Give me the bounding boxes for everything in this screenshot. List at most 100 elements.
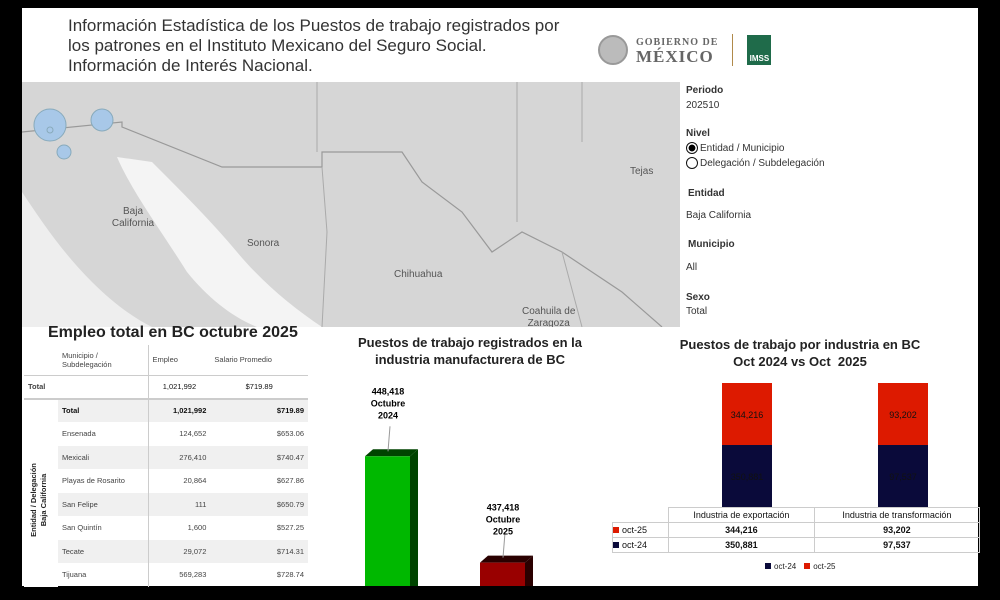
periodo-label: Periodo <box>686 85 724 96</box>
row-group: Entidad / Delegación Baja California <box>24 398 58 587</box>
legend-label: oct-25 <box>813 562 836 571</box>
seal-icon <box>598 35 628 65</box>
map-label: Tejas <box>630 166 654 177</box>
radio-selected-icon[interactable] <box>686 142 698 154</box>
legend-item: oct-25 <box>804 562 835 571</box>
manufacturing-chart-title: Puestos de trabajo registrados en la ind… <box>358 335 582 367</box>
industry-legend: oct-24 oct-25 <box>765 562 835 571</box>
stacked-bar-segment <box>878 383 928 445</box>
row-empleo: 569,283 <box>179 570 207 580</box>
table-cell: 97,537 <box>813 537 981 553</box>
row-name: San Quintín <box>58 516 149 540</box>
table-cell: 93,202 <box>813 522 981 538</box>
bubble-rosarito[interactable] <box>46 126 54 134</box>
data-label: Octubre <box>486 515 521 525</box>
row-empleo: 1,021,992 <box>173 406 207 416</box>
manufacturing-chart: 448,418 Octubre 2024 437,418 Octubre 2025 <box>365 386 533 586</box>
row-salario: $653.06 <box>276 429 304 439</box>
bar-side <box>410 449 418 586</box>
row-salario: $527.25 <box>276 523 304 533</box>
row-empleo: 29,072 <box>183 546 207 556</box>
sexo-label: Sexo <box>686 292 710 303</box>
data-label: 448,418 <box>372 386 405 396</box>
legend-swatch <box>613 527 619 533</box>
row-salario: $740.47 <box>276 452 304 462</box>
map-shapes <box>22 82 663 327</box>
periodo-filter[interactable]: 202510 <box>686 100 720 111</box>
segment-label: 97,537 <box>889 472 917 482</box>
leader-line <box>387 426 391 452</box>
row-empleo: 20,864 <box>183 476 207 486</box>
employment-table-title: Empleo total en BC octubre 2025 <box>48 324 298 341</box>
row-empleo: 276,410 <box>179 452 207 462</box>
option-label: Entidad / Municipio <box>700 142 785 154</box>
row-salario: $650.79 <box>276 499 304 509</box>
bubble-mexicali[interactable] <box>90 108 114 132</box>
bar-top <box>365 449 418 457</box>
series-label: oct-24 <box>622 540 648 550</box>
column-header: Salario Promedio <box>214 355 272 365</box>
grand-total-label: Total <box>24 375 149 399</box>
bubble-ensenada[interactable] <box>56 144 72 160</box>
bar-top <box>480 555 533 563</box>
legend-label: oct-24 <box>774 562 797 571</box>
logo-text: GOBIERNO DE <box>636 37 719 48</box>
bar <box>480 562 525 586</box>
table-row: Tecate 29,072 $714.31 <box>24 539 308 563</box>
municipio-filter[interactable]: All <box>686 262 698 273</box>
segment-label: 344,216 <box>731 410 764 420</box>
map[interactable]: Baja California Sonora Chihuahua Tejas C… <box>22 82 680 327</box>
data-label: 2025 <box>493 527 513 537</box>
table-row: Tijuana 569,283 $728.74 <box>24 563 308 587</box>
border-line <box>22 121 663 327</box>
nivel-label: Nivel <box>686 128 710 139</box>
table-row: Ensenada 124,652 $653.06 <box>24 422 308 446</box>
sexo-filter[interactable]: Total <box>686 306 708 317</box>
segment-label: 93,202 <box>889 410 917 420</box>
table-row: Entidad / Delegación Baja California Total… <box>24 398 308 587</box>
row-name: Playas de Rosarito <box>58 469 149 493</box>
table-cell: 350,881 <box>668 537 815 553</box>
row-salario: $728.74 <box>276 570 304 580</box>
table-row: San Quintín 1,600 $527.25 <box>24 516 308 540</box>
row-name: Total <box>58 398 149 422</box>
data-label: Octubre <box>371 398 406 408</box>
employment-table: Municipio / Subdelegación Empleo Salario… <box>24 345 308 587</box>
bar-side <box>525 555 533 586</box>
municipio-label: Municipio <box>688 239 735 250</box>
map-label: Baja California <box>111 206 155 229</box>
nivel-option-entidad[interactable]: Entidad / Municipio <box>686 142 785 154</box>
table-row: Mexicali 276,410 $740.47 <box>24 445 308 469</box>
row-salario: $714.31 <box>276 546 304 556</box>
group-value: Baja California <box>39 473 48 526</box>
leader-line <box>502 532 506 558</box>
entidad-filter[interactable]: Baja California <box>686 210 752 221</box>
gulf-of-california <box>117 157 322 327</box>
row-empleo: 111 <box>194 499 207 509</box>
nivel-option-delegacion[interactable]: Delegación / Subdelegación <box>686 157 825 169</box>
row-empleo: 1,600 <box>187 523 207 533</box>
row-name: Tecate <box>58 539 149 563</box>
map-label: Chihuahua <box>394 269 443 280</box>
title-line: Información Estadística de los Puestos d… <box>68 16 560 35</box>
category-label: Industria de transformación <box>813 507 981 523</box>
grand-total-empleo: 1,021,992 <box>162 382 197 391</box>
stacked-bar-segment <box>722 383 772 445</box>
bubble-tijuana[interactable] <box>33 108 67 142</box>
state-lines <box>316 82 583 327</box>
logo-text: MÉXICO <box>636 47 714 66</box>
table-cell: 344,216 <box>668 522 815 538</box>
row-name: Mexicali <box>58 445 149 469</box>
row-name: Ensenada <box>58 422 149 446</box>
industry-chart: 350,881 344,216 97,537 93,202 <box>722 383 928 507</box>
industry-chart-title: Puestos de trabajo por industria en BC O… <box>679 337 921 369</box>
column-header: Municipio / Subdelegación <box>58 345 149 375</box>
map-label: Coahuila de Zaragoza <box>522 306 576 327</box>
row-name: Tijuana <box>58 563 149 587</box>
page-title: Información Estadística de los Puestos d… <box>68 16 588 76</box>
bar <box>365 456 410 586</box>
option-label: Delegación / Subdelegación <box>700 157 825 169</box>
row-salario: $627.86 <box>276 476 304 486</box>
column-header: Empleo <box>152 355 178 365</box>
radio-icon[interactable] <box>686 157 698 169</box>
